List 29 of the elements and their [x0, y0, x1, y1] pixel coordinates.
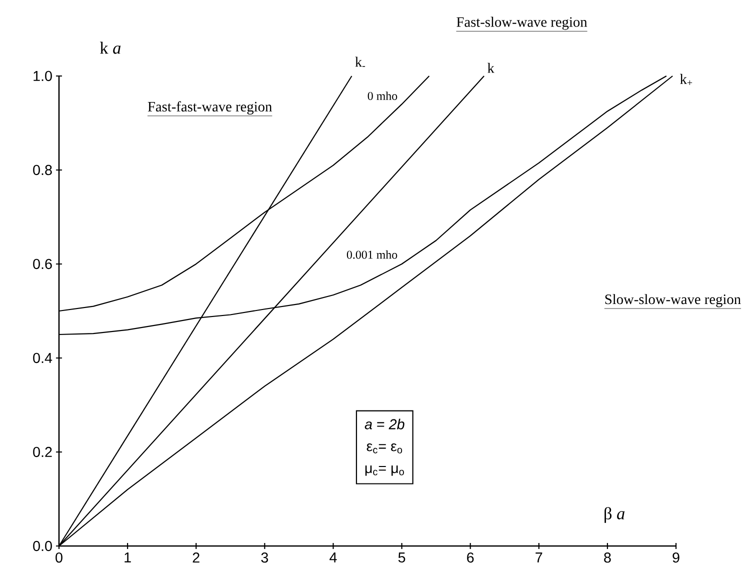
annotation: μ$_{c}$= μ$_{o}$	[365, 465, 404, 476]
x-tick-label: 4	[330, 552, 337, 562]
y-tick-label: 0.2	[33, 446, 52, 458]
series-label: 0 mho	[368, 92, 398, 100]
x-tick-label: 1	[124, 552, 131, 562]
y-tick-label: 0.6	[33, 258, 52, 270]
y-axis-title: k a	[100, 42, 121, 54]
text: Fast-slow-wave region	[456, 16, 588, 30]
x-tick-label: 8	[604, 552, 611, 563]
x-tick-label: 0	[56, 552, 62, 563]
x-tick-label: 9	[672, 552, 680, 563]
y-tick-label: 0.4	[33, 352, 52, 364]
annotation: Slow-slow-wave region	[605, 294, 741, 308]
y-tick-label: 1.0	[34, 70, 52, 82]
x-tick-label: 7	[536, 552, 542, 562]
x-axis-title: β a	[604, 507, 625, 523]
x-tick-label: 2	[192, 552, 200, 563]
annotation: a = 2b	[364, 418, 404, 430]
x-tick-label: 6	[467, 552, 474, 563]
x-tick-label: 3	[261, 552, 268, 563]
series-label: k$_{-}$	[355, 56, 366, 67]
y-tick-label: 0.0	[33, 540, 52, 552]
series-label: k$_{+}$	[680, 74, 692, 86]
x-tick-label: 5	[398, 552, 406, 563]
y-tick-label: 0.8	[33, 164, 52, 176]
annotation: Fast-fast-wave region	[148, 101, 272, 114]
annotation: ε$_{c}$= ε$_{o}$	[366, 443, 402, 454]
series-label: 0.001 mho	[346, 250, 398, 259]
series-label: k	[488, 62, 494, 73]
